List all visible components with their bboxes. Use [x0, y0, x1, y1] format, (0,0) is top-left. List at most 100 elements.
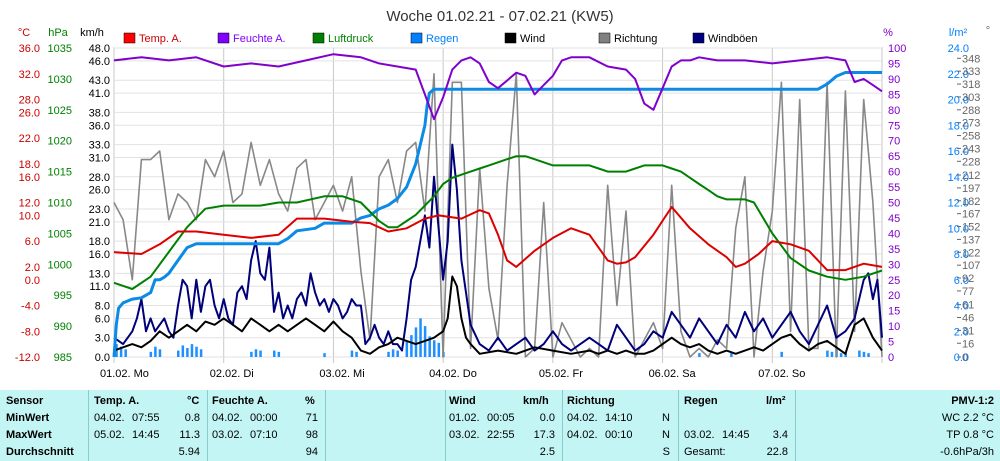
- axis-tick-label-temp: 32.0: [19, 69, 40, 81]
- rain-header: Regen: [684, 395, 718, 407]
- x-axis-day-label: 03.02. Mi: [319, 368, 364, 380]
- separator: [678, 390, 679, 461]
- axis-tick-label-wind: 36.0: [89, 120, 110, 132]
- axis-tick-label-rain: 10.0: [948, 223, 969, 235]
- axis-tick-label-hum: 55: [888, 182, 900, 194]
- rain-bar: [350, 350, 354, 357]
- axis-tick-label-dir: 0: [962, 352, 968, 364]
- wind-avg-value: 2.5: [539, 446, 555, 458]
- axis-tick-label-hum: 65: [888, 151, 900, 163]
- row-label-sensor: Sensor: [6, 395, 44, 407]
- axis-tick-label-dir: 137: [962, 234, 980, 246]
- pmv-line3: -0.6hPa/3h: [940, 446, 994, 458]
- axis-tick-label-press: 1030: [48, 74, 72, 86]
- axis-tick-label-dir: 152: [962, 222, 980, 234]
- legend-swatch: [312, 32, 325, 44]
- legend-swatch: [217, 32, 230, 44]
- axis-tick-label-hum: 40: [888, 228, 900, 240]
- rain-bar: [698, 353, 701, 357]
- axis-tick-label-rain: 24.0: [948, 43, 969, 55]
- axis-tick-label-temp: 26.0: [19, 107, 40, 119]
- rain-bar: [437, 342, 441, 357]
- series-line-luftdruck: [113, 155, 883, 290]
- axis-tick-label-wind: 13.0: [89, 268, 110, 280]
- hum-header: Feuchte A.: [212, 395, 268, 407]
- temp-header: Temp. A.: [94, 395, 140, 407]
- axis-tick-label-wind: 23.0: [89, 204, 110, 216]
- axis-tick-label-wind: 6.0: [95, 313, 110, 325]
- axis-tick-label-rain: 2.0: [954, 326, 969, 338]
- axis-tick-label-temp: 18.0: [19, 159, 40, 171]
- axis-tick-label-press: 1005: [48, 228, 72, 240]
- axis-tick-label-dir: 288: [962, 105, 980, 117]
- separator: [445, 390, 446, 461]
- axis-tick-label-hum: 70: [888, 136, 900, 148]
- axis-tick-label-wind: 28.0: [89, 172, 110, 184]
- rain-bar: [387, 351, 390, 357]
- axis-tick-label-dir: 303: [962, 92, 980, 104]
- rain-bar: [730, 353, 733, 357]
- wind-max-value: 17.3: [533, 429, 555, 441]
- axis-tick-label-wind: 8.0: [95, 301, 110, 313]
- hum-max-date: 03.02.: [212, 429, 243, 441]
- rain-bar: [323, 353, 326, 357]
- rain-bar: [149, 351, 153, 357]
- rain-sum-label: Gesamt:: [684, 446, 726, 458]
- axis-tick-label-wind: 41.0: [89, 88, 110, 100]
- axis-tick-label-temp: 16.0: [19, 172, 40, 184]
- axis-tick-label-dir: 77: [962, 286, 974, 298]
- axis-tick-label-dir: 107: [962, 260, 980, 272]
- axis-tick-label-wind: 16.0: [89, 249, 110, 261]
- axis-tick-label-dir: 258: [962, 131, 980, 143]
- axis-tick-label-hum: 10: [888, 321, 900, 333]
- rain-bar: [158, 349, 162, 357]
- x-axis-day-label: 01.02. Mo: [100, 368, 149, 380]
- rain-max-value: 3.4: [772, 429, 788, 441]
- dir-avg-value: S: [662, 446, 670, 458]
- axis-tick-label-temp: 28.0: [19, 95, 40, 107]
- axis-tick-label-temp: -12.0: [15, 352, 40, 364]
- chart-title: Woche 01.02.21 - 07.02.21 (KW5): [386, 8, 613, 25]
- x-axis-day-label: 06.02. Sa: [649, 368, 697, 380]
- axis-unit-rain: l/m²: [949, 27, 968, 39]
- axis-tick-label-dir: 16: [962, 338, 974, 350]
- rain-bar: [428, 336, 431, 357]
- x-axis-day-label: 07.02. So: [758, 368, 805, 380]
- rain-bar: [154, 346, 157, 357]
- hum-max-value: 98: [305, 429, 318, 441]
- legend-swatch: [598, 32, 611, 44]
- axis-tick-label-temp: 0.0: [25, 275, 40, 287]
- rain-max-date: 03.02.: [684, 429, 715, 441]
- rain-bar: [124, 349, 127, 357]
- axis-tick-label-rain: 16.0: [948, 146, 969, 158]
- rain-bar: [259, 350, 262, 357]
- pmv-header: PMV-1:2: [951, 395, 994, 407]
- axis-tick-label-press: 995: [54, 290, 72, 302]
- temp-min-value: 0.8: [184, 412, 200, 424]
- rain-unit: l/m²: [766, 395, 786, 407]
- weekly-weather-chart: Woche 01.02.21 - 07.02.21 (KW5) Temp. A. F…: [15, 8, 990, 380]
- axis-tick-label-wind: 31.0: [89, 152, 110, 164]
- rain-bar: [405, 341, 409, 357]
- wind-max-time: 22:55: [487, 429, 515, 441]
- axis-tick-label-press: 1035: [48, 43, 72, 55]
- separator: [207, 390, 208, 461]
- separator: [795, 390, 796, 461]
- axis-tick-label-rain: 14.0: [948, 172, 969, 184]
- wind-min-time: 00:05: [487, 412, 515, 424]
- hum-max-time: 07:10: [250, 429, 278, 441]
- temp-min-date: 04.02.: [94, 412, 125, 424]
- dir-header: Richtung: [567, 395, 615, 407]
- axis-tick-label-temp: -4.0: [21, 301, 40, 313]
- rain-bar: [199, 349, 203, 357]
- rain-bar: [391, 349, 395, 357]
- legend-label: Luftdruck: [328, 33, 374, 45]
- axis-unit-wind: km/h: [80, 27, 104, 39]
- rain-bar: [254, 349, 258, 357]
- legend-label: Temp. A.: [139, 33, 182, 45]
- axis-tick-label-temp: 12.0: [19, 198, 40, 210]
- dir-min-value: N: [662, 412, 670, 424]
- legend-swatch: [123, 32, 136, 44]
- legend-label: Feuchte A.: [233, 33, 286, 45]
- rain-bar: [410, 335, 413, 357]
